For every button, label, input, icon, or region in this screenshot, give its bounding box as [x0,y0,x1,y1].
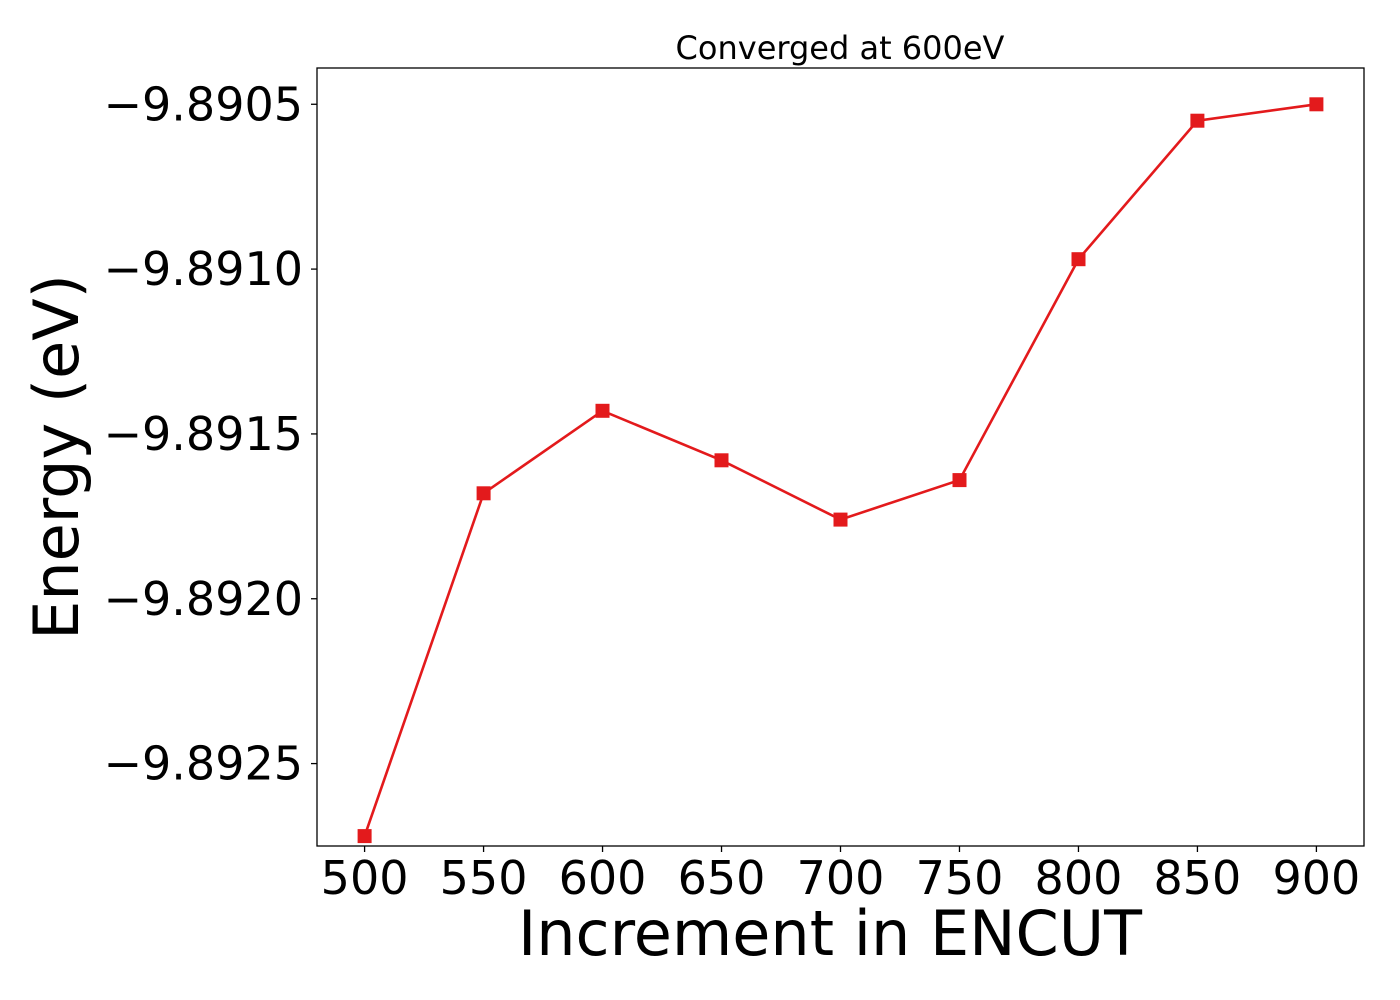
y-tick-label: −9.8915 [104,407,304,461]
x-tick-label: 650 [678,851,766,905]
x-axis: 500 550 600 650 700 750 800 850 900 [321,846,1361,905]
x-tick-label: 800 [1035,851,1123,905]
x-tick-label: 700 [797,851,885,905]
y-axis: −9.8905 −9.8910 −9.8915 −9.8920 −9.8925 [104,77,317,791]
data-point-marker [1309,97,1324,112]
y-axis-label: Energy (eV) [20,274,93,640]
x-tick-label: 750 [916,851,1004,905]
x-tick-label: 600 [559,851,647,905]
data-point-marker [714,453,729,468]
chart-title: Converged at 600eV [676,29,1005,67]
y-tick-label: −9.8910 [104,242,304,296]
data-point-marker [595,403,610,418]
data-point-marker [476,486,491,501]
x-tick-label: 900 [1273,851,1361,905]
data-point-marker [1071,252,1086,267]
data-point-marker [833,512,848,527]
y-tick-label: −9.8905 [104,77,304,131]
series-group [357,97,1324,844]
y-tick-label: −9.8920 [104,572,304,626]
x-tick-label: 550 [440,851,528,905]
plot-area [316,67,1365,847]
x-axis-label: Increment in ENCUT [518,897,1143,970]
x-tick-label: 500 [321,851,409,905]
data-point-marker [952,473,967,488]
data-point-marker [1190,113,1205,128]
y-tick-label: −9.8925 [104,737,304,791]
x-tick-label: 850 [1154,851,1242,905]
data-point-marker [357,829,372,844]
